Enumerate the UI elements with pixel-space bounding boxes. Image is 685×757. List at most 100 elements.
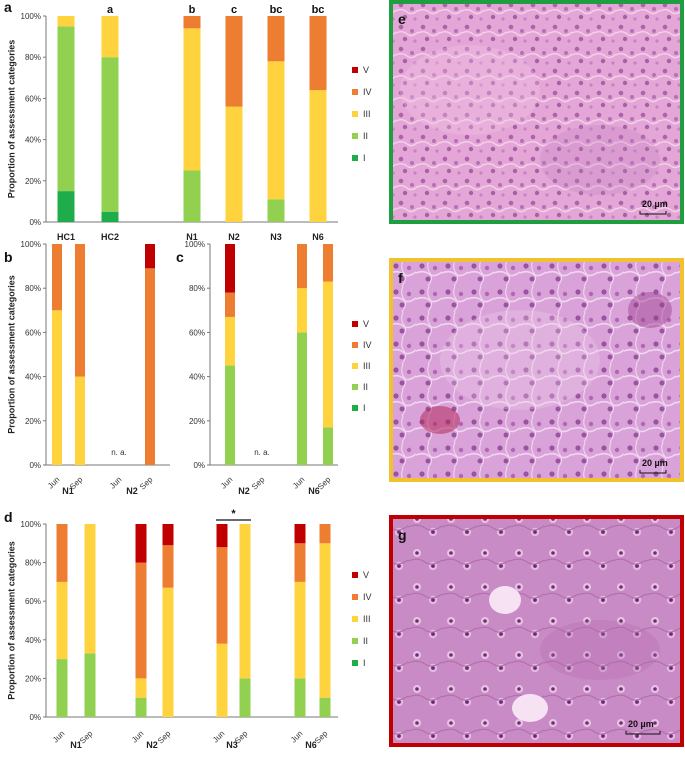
y-tick-label: 60%: [189, 328, 205, 337]
x-sub-label: Jun: [291, 475, 306, 490]
y-tick-label: 20%: [189, 417, 205, 426]
y-tick-label: 40%: [189, 373, 205, 382]
y-tick-label: 100%: [21, 240, 41, 249]
legend-label-III: III: [363, 361, 371, 371]
x-group-label: N1: [70, 740, 82, 750]
bar-N1-Jun-segment-IV: [52, 244, 62, 311]
bar-N2-Jun-segment-II: [225, 365, 235, 465]
legend-swatch-III: [352, 616, 358, 622]
micrograph-e: e 20 µm: [389, 0, 684, 224]
chart-panel-b: b 0% 20% 40% 60% 80% 100% Proportion of assessm…: [4, 240, 170, 496]
chart-panel-d: d 0% 20% 40% 60% 80% 100% Proportion of assessm…: [4, 508, 338, 750]
legend-label-II: II: [363, 636, 368, 646]
x-group-label: N2: [238, 486, 250, 496]
y-axis-label: Proportion of assessment categories: [6, 275, 16, 434]
legend-label-IV: IV: [363, 340, 372, 350]
legend-swatch-IV: [352, 594, 358, 600]
micrograph-f-scale-text: 20 µm: [642, 458, 668, 468]
x-group-label: N6: [305, 740, 317, 750]
chart-panel-a: a 0% 20% 40% 60% 80% 100% Proportion of assessm…: [4, 0, 338, 242]
legend-swatch-V: [352, 572, 358, 578]
legend-label-III: III: [363, 109, 371, 119]
micrograph-f-label: f: [398, 270, 403, 286]
legend-label-II: II: [363, 131, 368, 141]
bar-N1-Jun-segment-III: [56, 581, 68, 660]
legend-swatch-IV: [352, 342, 358, 348]
bar-N3-Jun-segment-III: [216, 643, 228, 717]
y-tick-label: 20%: [25, 177, 41, 186]
bar-N3-segment-IV: [267, 16, 285, 62]
bar-N6-Jun-segment-IV: [297, 244, 307, 289]
x-sub-label: Sep: [138, 475, 155, 492]
x-group-label: N2: [146, 740, 158, 750]
y-tick-label: 0%: [29, 461, 41, 470]
micrograph-e-label: e: [398, 11, 406, 27]
significance-letter: bc: [312, 4, 325, 16]
bar-N2-Jun-segment-II: [135, 697, 147, 717]
y-tick-label: 80%: [189, 284, 205, 293]
bar-N6-Jun-segment-II: [294, 678, 306, 717]
significance-letter: bc: [270, 4, 283, 16]
panel-letter-d: d: [4, 509, 13, 525]
bar-N2-segment-III: [225, 106, 243, 222]
bar-HC1-segment-II: [57, 26, 75, 192]
y-tick-label: 0%: [29, 713, 41, 722]
bar-N6-Sep-segment-II: [323, 427, 333, 465]
bar-N6-Jun-segment-IV: [294, 543, 306, 582]
significance-letter: a: [107, 4, 114, 16]
not-available-note: n. a.: [111, 448, 127, 457]
bar-N3-Jun-segment-IV: [216, 547, 228, 644]
legend-label-III: III: [363, 614, 371, 624]
bar-N2-Jun-segment-V: [135, 524, 147, 563]
y-tick-label: 80%: [25, 559, 41, 568]
panel-letter-b: b: [4, 249, 13, 265]
bar-N6-Jun-segment-III: [294, 581, 306, 679]
bar-N6-Jun-segment-II: [297, 332, 307, 465]
y-tick-label: 60%: [25, 328, 41, 337]
y-tick-label: 40%: [25, 136, 41, 145]
bar-HC1-segment-I: [57, 191, 75, 222]
x-tick-label: N3: [270, 232, 282, 242]
legend-label-IV: IV: [363, 592, 372, 602]
bar-HC2-segment-I: [101, 211, 119, 222]
legend-label-IV: IV: [363, 87, 372, 97]
y-tick-label: 100%: [21, 12, 41, 21]
bar-N2-Sep-segment-V: [145, 244, 155, 269]
bar-N1-Jun-segment-II: [56, 659, 68, 717]
bar-N3-Jun-segment-V: [216, 524, 228, 548]
bar-N2-Jun-segment-III: [135, 678, 147, 698]
bar-N2-Jun-segment-III: [225, 316, 235, 366]
micrograph-e-scale-bar: [639, 211, 667, 215]
legend-label-V: V: [363, 65, 369, 75]
micrograph-g-scale-text: 20 µm: [628, 719, 654, 729]
legend-label-I: I: [363, 658, 366, 668]
y-axis-label: Proportion of assessment categories: [6, 40, 16, 199]
x-sub-label: Jun: [219, 475, 234, 490]
y-tick-label: 60%: [25, 94, 41, 103]
y-tick-label: 40%: [25, 636, 41, 645]
x-sub-label: Jun: [211, 729, 226, 744]
bar-N6-Sep-segment-IV: [319, 524, 331, 544]
x-group-label: N2: [126, 486, 138, 496]
bar-N1-Sep-segment-IV: [75, 244, 85, 377]
bar-N6-Sep-segment-IV: [323, 244, 333, 282]
legend-swatch-II: [352, 638, 358, 644]
micrograph-f-scale-bar: [639, 470, 667, 474]
y-tick-label: 100%: [21, 520, 41, 529]
y-axis-label: Proportion of assessment categories: [6, 541, 16, 700]
x-sub-label: Jun: [108, 475, 123, 490]
y-tick-label: 20%: [25, 674, 41, 683]
legend-swatch-I: [352, 405, 358, 411]
x-sub-label: Jun: [130, 729, 145, 744]
bar-N6-Jun-segment-V: [294, 524, 306, 544]
bar-N1-segment-III: [183, 28, 201, 171]
bar-N6-segment-III: [309, 90, 327, 222]
y-tick-label: 20%: [25, 417, 41, 426]
bar-N2-Jun-segment-IV: [135, 562, 147, 679]
bar-N3-segment-II: [267, 199, 285, 222]
legend-swatch-I: [352, 155, 358, 161]
x-tick-label: N6: [312, 232, 324, 242]
bar-N2-Sep-segment-III: [162, 587, 174, 717]
